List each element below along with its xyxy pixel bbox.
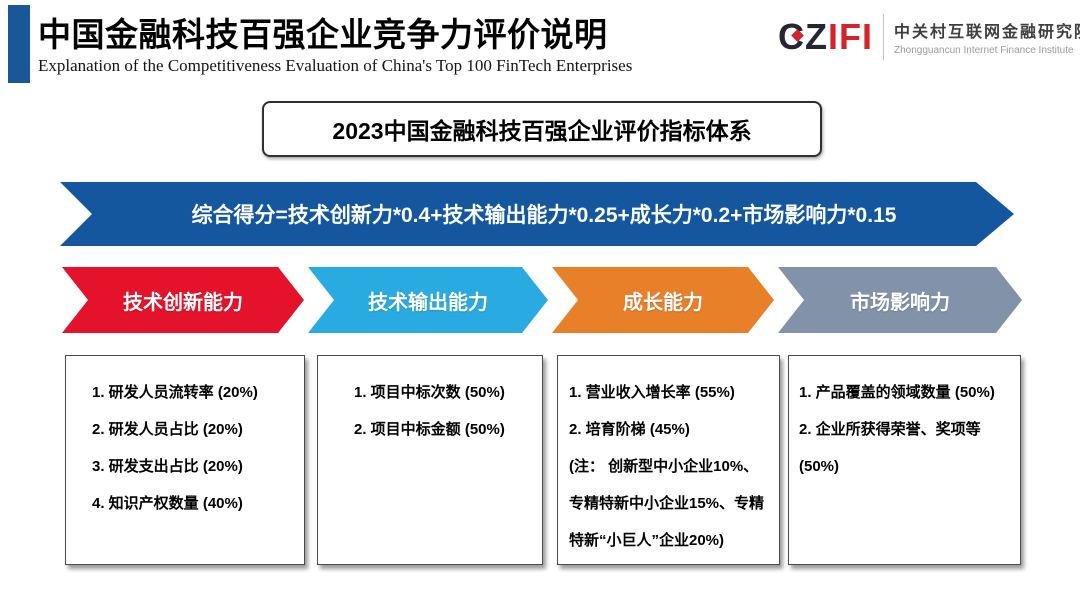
- dimension-label: 成长能力: [623, 291, 703, 314]
- dimension-label: 技术创新能力: [123, 291, 243, 314]
- detail-box-tech-output: 1. 项目中标次数 (50%) 2. 项目中标金额 (50%): [317, 355, 543, 565]
- logo-wordmark: CZIFI: [778, 14, 873, 60]
- index-system-title-box: 2023中国金融科技百强企业评价指标体系: [262, 101, 822, 157]
- page-title: 中国金融科技百强企业竞争力评价说明: [38, 16, 608, 53]
- detail-box-market-influence: 1. 产品覆盖的领域数量 (50%) 2. 企业所获得荣誉、奖项等 (50%): [788, 355, 1021, 565]
- logo-divider: [883, 14, 884, 60]
- indicator-item: 1. 产品覆盖的领域数量 (50%): [799, 384, 995, 401]
- detail-box-tech-innovation: 1. 研发人员流转率 (20%) 2. 研发人员占比 (20%) 3. 研发支出…: [65, 355, 305, 565]
- org-name-cn: 中关村互联网金融研究院: [894, 24, 1080, 41]
- indicator-item: 1. 营业收入增长率 (55%): [569, 384, 735, 401]
- title-accent-bar: [8, 5, 30, 83]
- indicator-item: 2. 企业所获得荣誉、奖项等 (50%): [799, 421, 981, 475]
- dimension-arrow-tech-innovation: 技术创新能力: [62, 267, 304, 333]
- indicator-item: 4. 知识产权数量 (40%): [92, 495, 243, 512]
- dimension-arrow-market-influence: 市场影响力: [778, 267, 1022, 333]
- indicator-item: 2. 研发人员占比 (20%): [92, 421, 243, 438]
- dimension-label: 市场影响力: [850, 291, 950, 314]
- indicator-item: 1. 项目中标次数 (50%): [354, 384, 505, 401]
- dimension-arrow-tech-output: 技术输出能力: [308, 267, 548, 333]
- logo-org: 中关村互联网金融研究院 Zhongguancun Internet Financ…: [894, 18, 1080, 56]
- formula-banner: 综合得分=技术创新力*0.4+技术输出能力*0.25+成长力*0.2+市场影响力…: [60, 182, 1014, 246]
- logo-mark-dark: CZ: [778, 16, 828, 57]
- org-name-en: Zhongguancun Internet Finance Institute: [894, 45, 1074, 56]
- logo-mark-red: IFI: [828, 16, 873, 57]
- indicator-item: 3. 研发支出占比 (20%): [92, 458, 243, 475]
- dimension-label: 技术输出能力: [368, 291, 488, 314]
- page-subtitle: Explanation of the Competitiveness Evalu…: [38, 56, 633, 75]
- detail-box-growth: 1. 营业收入增长率 (55%) 2. 培育阶梯 (45%) (注： 创新型中小…: [557, 355, 780, 565]
- index-system-title: 2023中国金融科技百强企业评价指标体系: [332, 118, 752, 144]
- indicator-note: (注： 创新型中小企业10%、专精特新中小企业15%、专精特新“小巨人”企业20…: [569, 458, 765, 549]
- indicator-item: 2. 项目中标金额 (50%): [354, 421, 505, 438]
- formula-text: 综合得分=技术创新力*0.4+技术输出能力*0.25+成长力*0.2+市场影响力…: [191, 204, 897, 227]
- indicator-item: 2. 培育阶梯 (45%): [569, 421, 690, 438]
- indicator-item: 1. 研发人员流转率 (20%): [92, 384, 258, 401]
- logo: CZIFI 中关村互联网金融研究院 Zhongguancun Internet …: [778, 14, 1080, 60]
- dimension-arrow-growth: 成长能力: [552, 267, 774, 333]
